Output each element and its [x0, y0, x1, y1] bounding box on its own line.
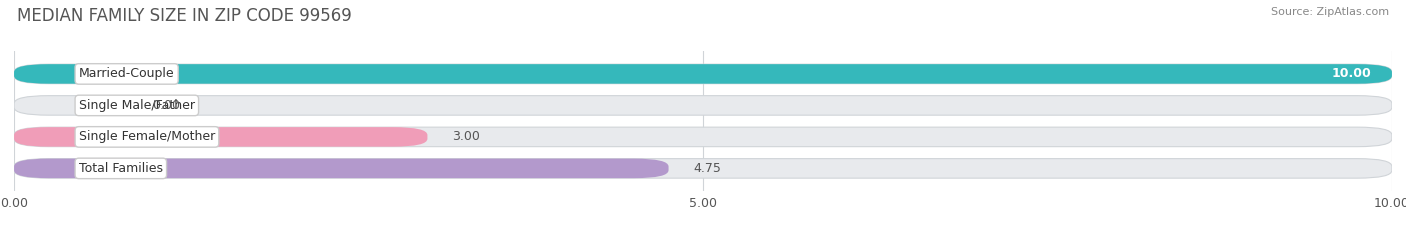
- FancyBboxPatch shape: [14, 64, 1392, 84]
- Text: Single Male/Father: Single Male/Father: [79, 99, 195, 112]
- Text: Married-Couple: Married-Couple: [79, 67, 174, 80]
- Text: MEDIAN FAMILY SIZE IN ZIP CODE 99569: MEDIAN FAMILY SIZE IN ZIP CODE 99569: [17, 7, 352, 25]
- FancyBboxPatch shape: [14, 159, 1392, 178]
- FancyBboxPatch shape: [14, 96, 1392, 115]
- FancyBboxPatch shape: [14, 127, 427, 147]
- FancyBboxPatch shape: [14, 64, 1392, 84]
- Text: 4.75: 4.75: [693, 162, 721, 175]
- Text: 0.00: 0.00: [152, 99, 180, 112]
- FancyBboxPatch shape: [14, 127, 1392, 147]
- FancyBboxPatch shape: [14, 159, 669, 178]
- Text: 3.00: 3.00: [453, 130, 479, 143]
- Text: 10.00: 10.00: [1331, 67, 1371, 80]
- Text: Single Female/Mother: Single Female/Mother: [79, 130, 215, 143]
- Text: Source: ZipAtlas.com: Source: ZipAtlas.com: [1271, 7, 1389, 17]
- Text: Total Families: Total Families: [79, 162, 163, 175]
